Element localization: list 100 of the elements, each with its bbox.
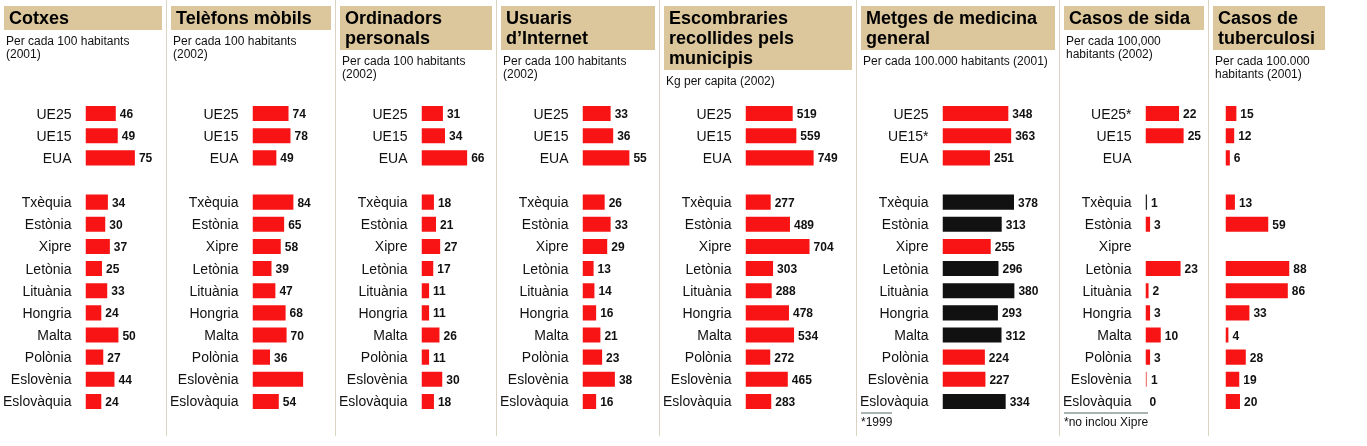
data-label: 68 [289, 306, 304, 321]
bar [582, 393, 597, 409]
y-tick-label: Xipre [374, 238, 408, 255]
y-tick-label: Eslovènia [346, 371, 408, 388]
y-tick-label: Estònia [24, 216, 72, 233]
y-tick-label: Eslovènia [177, 371, 239, 388]
y-tick-label: Estònia [684, 216, 732, 233]
bar [1225, 150, 1230, 166]
data-label: 46 [119, 107, 134, 122]
data-label: 58 [284, 239, 299, 254]
bar [421, 261, 434, 277]
y-tick-label: Lituània [358, 282, 408, 299]
data-label: 30 [109, 217, 123, 232]
data-label: 24 [105, 306, 119, 321]
data-label: 0 [1149, 394, 1157, 409]
chart-title: Casos de sida [1064, 6, 1204, 30]
y-tick-label: Xipre [535, 238, 569, 255]
bar [745, 194, 771, 210]
bar [421, 150, 468, 166]
y-tick-label: EUA [702, 149, 733, 166]
y-tick-label: Eslovàquia [860, 393, 929, 410]
bar [85, 371, 115, 387]
y-tick-label: Eslovènia [670, 371, 732, 388]
data-label: 38 [618, 372, 633, 387]
bar [582, 238, 608, 254]
data-label: 33 [1253, 306, 1268, 321]
bar [421, 128, 445, 144]
y-tick-label: Letònia [192, 260, 239, 277]
bar [1145, 261, 1181, 277]
y-tick-label: Polònia [684, 349, 732, 366]
data-label: 23 [1184, 262, 1199, 277]
data-label: 37 [113, 239, 128, 254]
data-label: 49 [280, 151, 295, 166]
data-label: 18 [437, 195, 452, 210]
chart-subtitle: Per cada 100.000 habitants (2001) [1214, 53, 1311, 81]
bar [582, 371, 615, 387]
bar [745, 150, 814, 166]
chart-title: Ordinadors personals [340, 6, 492, 50]
bar [1225, 128, 1235, 144]
bar [942, 371, 986, 387]
bar [1225, 194, 1235, 210]
data-label: 24 [105, 394, 119, 409]
data-label: 29 [611, 239, 625, 254]
data-label: 14 [598, 284, 613, 299]
y-tick-label: Xipre [38, 238, 72, 255]
data-label: 23 [606, 350, 620, 365]
data-label: 534 [798, 328, 819, 343]
y-tick-label: Polònia [24, 349, 72, 366]
bar [1225, 305, 1250, 321]
y-tick-label: Xipre [205, 238, 239, 255]
bar [942, 283, 1015, 299]
bar [745, 106, 793, 122]
bar [745, 216, 790, 232]
data-label: 559 [800, 129, 821, 144]
bar [1225, 261, 1290, 277]
bar [1225, 216, 1269, 232]
data-label: 363 [1015, 129, 1036, 144]
bar [1225, 371, 1240, 387]
bar [745, 238, 810, 254]
y-tick-label: Lituània [879, 282, 929, 299]
data-label: 478 [792, 306, 814, 321]
y-tick-label: Hongria [682, 304, 732, 321]
y-tick-label: Malta [894, 327, 929, 343]
y-tick-label: Txèquia [188, 194, 239, 211]
bar [252, 305, 286, 321]
y-tick-label: Estònia [191, 216, 239, 233]
data-label: 86 [1291, 284, 1306, 299]
y-tick-label: Txèquia [681, 194, 732, 211]
y-tick-label: Txèquia [518, 194, 569, 211]
bar [1145, 106, 1180, 122]
chart-subtitle: Per cada 100.000 habitants (2001) [862, 53, 1049, 68]
bar [252, 238, 281, 254]
bar [421, 371, 443, 387]
y-tick-label: Letònia [25, 260, 72, 277]
data-label: 30 [446, 372, 460, 387]
data-label: 65 [288, 217, 302, 232]
chart-title: Casos de tuberculosi [1213, 6, 1325, 50]
data-label: 378 [1018, 195, 1039, 210]
y-tick-label: UE25 [36, 105, 72, 122]
bar [421, 327, 440, 343]
bar [252, 393, 279, 409]
y-tick-label: Eslovàquia [500, 393, 569, 410]
data-label: 3 [1154, 306, 1162, 321]
y-tick-label: Estònia [521, 216, 569, 233]
bar [582, 194, 605, 210]
y-tick-label: Txèquia [357, 194, 408, 211]
data-label: 31 [446, 107, 461, 122]
data-label: 15 [1240, 107, 1255, 122]
y-tick-label: Lituània [189, 282, 239, 299]
bar [1145, 327, 1161, 343]
data-label: 21 [604, 328, 619, 343]
data-label: 33 [111, 284, 125, 299]
y-tick-label: Letònia [1085, 260, 1132, 277]
data-label: 704 [813, 239, 834, 254]
bar [421, 238, 441, 254]
bar [85, 305, 102, 321]
y-tick-label: UE25* [1091, 105, 1133, 122]
data-label: 75 [138, 151, 153, 166]
data-label: 255 [994, 239, 1016, 254]
data-label: 20 [1243, 394, 1258, 409]
